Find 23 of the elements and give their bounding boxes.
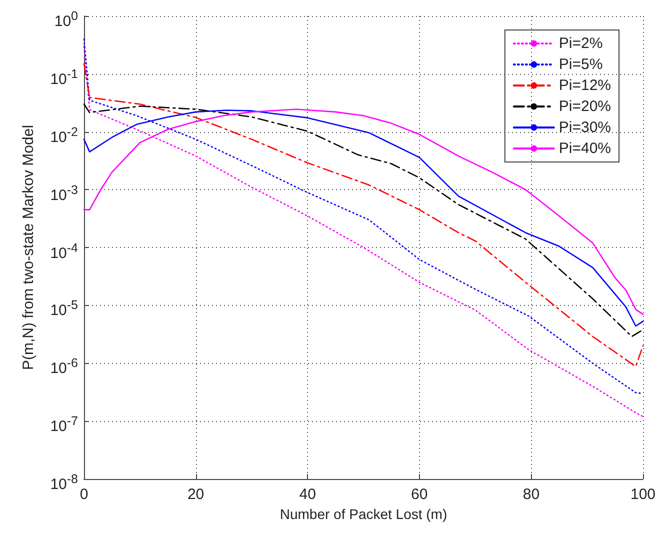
x-tick-label: 20: [187, 486, 204, 503]
legend-label: Pi=5%: [558, 56, 603, 73]
legend-label: Pi=30%: [558, 119, 612, 136]
y-tick-label: 10$^{-3}$: [50, 182, 78, 205]
y-tick-label: 10$^{-8}$: [50, 471, 78, 494]
y-tick-label: 10$^{-7}$: [50, 413, 78, 436]
legend-label: Pi=20%: [558, 98, 612, 115]
y-tick-label: 10$^{-2}$: [50, 124, 78, 147]
x-tick-label: 80: [522, 486, 540, 503]
y-tick-label: 10$^{-5}$: [50, 297, 78, 320]
x-tick-label: 100: [630, 486, 656, 503]
legend-label: Pi=12%: [558, 77, 612, 94]
x-axis-title: Number of Packet Lost (m): [280, 506, 448, 522]
x-tick-label: 0: [80, 486, 88, 503]
y-tick-label: 10$^{-1}$: [50, 66, 78, 89]
x-tick-label: 40: [299, 486, 316, 503]
y-tick-label: 10$^{-6}$: [50, 355, 78, 378]
y-tick-label: 10$^{-4}$: [50, 240, 78, 262]
legend-label: Pi=40%: [558, 140, 612, 157]
y-tick-label: 10$^{0}$: [54, 8, 78, 31]
x-tick-label: 60: [411, 486, 428, 503]
y-axis-title: P(m,N) from two-state Markov Model: [20, 124, 37, 370]
legend-label: Pi=2%: [558, 35, 603, 52]
